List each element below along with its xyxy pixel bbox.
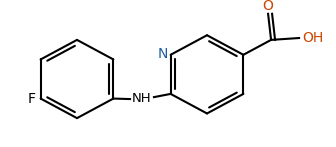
Text: OH: OH (302, 31, 323, 45)
Text: O: O (263, 0, 274, 13)
Text: NH: NH (132, 92, 152, 105)
Text: N: N (157, 47, 168, 61)
Text: F: F (28, 92, 36, 106)
